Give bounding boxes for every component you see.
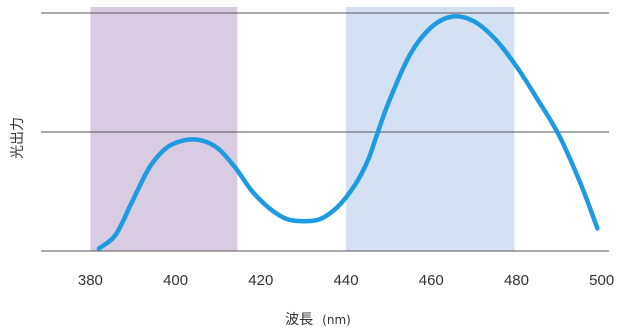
y-axis-label: 光出力 <box>10 117 26 159</box>
x-tick-label-400: 400 <box>163 272 188 289</box>
x-tick-label-420: 420 <box>248 272 273 289</box>
x-tick-label-500: 500 <box>589 272 614 289</box>
series-line-1 <box>96 14 600 251</box>
x-tick-label-440: 440 <box>334 272 359 289</box>
highlight-bands <box>90 7 515 251</box>
x-tick-label-460: 460 <box>419 272 444 289</box>
x-axis-label-text: 波長 <box>285 312 313 328</box>
highlight-band-1 <box>90 7 238 251</box>
series-group <box>96 14 600 251</box>
x-axis-unit: (nm) <box>322 313 351 327</box>
x-tick-labels: 380 400 420 440 460 480 500 <box>78 272 614 289</box>
x-tick-label-380: 380 <box>78 272 103 289</box>
highlight-band-2 <box>346 7 515 251</box>
x-tick-label-480: 480 <box>504 272 529 289</box>
x-axis-label: 波長 (nm) <box>285 311 351 328</box>
gridlines <box>41 12 609 252</box>
